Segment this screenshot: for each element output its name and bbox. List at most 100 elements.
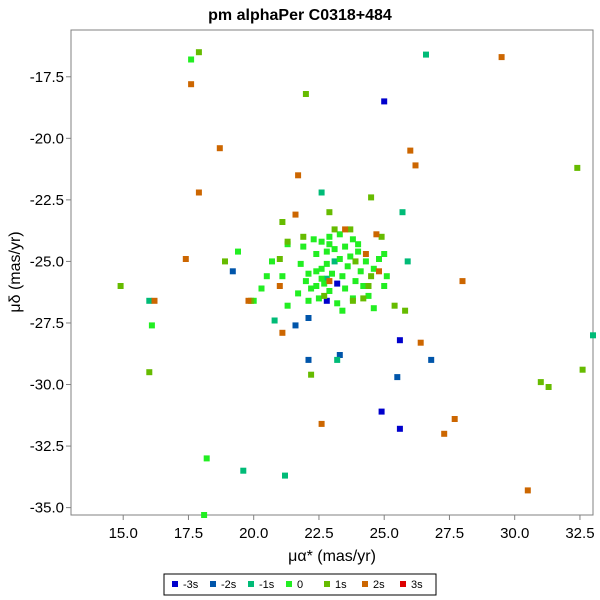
data-point [334, 280, 341, 287]
data-point [537, 379, 544, 386]
data-point [378, 408, 385, 415]
data-point [279, 329, 286, 336]
x-tick-label: 27.5 [435, 525, 464, 542]
y-axis: -17.5 -20.0 -22.5 -25.0 -27.5 -30.0 -32.5 -35.0 [30, 69, 71, 517]
data-point [323, 297, 330, 304]
data-point [391, 302, 398, 309]
data-point [195, 49, 202, 56]
data-point [428, 356, 435, 363]
data-point [321, 280, 328, 287]
data-point [188, 56, 195, 63]
x-tick-label: 15.0 [109, 525, 138, 542]
data-point [295, 290, 302, 297]
legend-label: 2s [373, 579, 385, 591]
data-point [498, 54, 505, 61]
data-point [300, 243, 307, 250]
data-point [396, 337, 403, 344]
data-point [279, 219, 286, 225]
data-point [269, 258, 275, 265]
data-point [579, 366, 586, 373]
data-point [323, 248, 330, 255]
data-point [297, 260, 304, 267]
data-point [423, 51, 429, 58]
y-tick-label: -35.0 [30, 500, 64, 517]
data-point [313, 268, 320, 275]
data-point [292, 322, 299, 329]
data-point [368, 194, 375, 201]
data-point [441, 430, 448, 437]
y-tick-label: -27.5 [30, 315, 64, 332]
data-point [334, 300, 341, 307]
legend-marker [400, 581, 406, 587]
data-point [188, 81, 195, 88]
x-tick-label: 20.0 [239, 525, 268, 542]
data-point [302, 278, 309, 285]
data-point [326, 233, 333, 240]
data-point [368, 273, 375, 280]
legend-box [163, 573, 437, 596]
data-point [300, 233, 307, 240]
data-point [362, 251, 369, 257]
data-point [195, 189, 202, 196]
data-point [313, 251, 320, 257]
data-point [376, 268, 382, 275]
data-point [451, 416, 458, 422]
data-point [146, 369, 153, 376]
data-point [318, 238, 325, 245]
data-point [148, 322, 155, 329]
data-point [331, 258, 338, 265]
data-point [321, 292, 328, 299]
data-point [284, 238, 291, 245]
data-point [151, 297, 158, 304]
data-point [360, 283, 367, 289]
data-point [263, 273, 270, 280]
data-point [305, 356, 312, 363]
data-point [310, 236, 317, 243]
data-point [342, 226, 349, 233]
legend-label: 0 [297, 579, 303, 591]
legend-label: -3s [183, 579, 199, 591]
data-point [326, 241, 333, 248]
legend: -3s -2s -1s 0 1s 2s 3s [163, 573, 437, 596]
data-point [381, 98, 388, 105]
data-point [305, 297, 312, 304]
data-point [376, 256, 382, 262]
y-axis-label: μδ (mas/yr) [7, 231, 24, 312]
x-axis-label: μα* (mas/yr) [288, 548, 376, 565]
data-point [331, 246, 338, 253]
data-point [349, 236, 356, 243]
data-point [373, 231, 380, 238]
data-point [182, 256, 189, 262]
data-point [331, 226, 338, 233]
data-point [305, 270, 312, 277]
data-point [318, 265, 325, 272]
data-point [315, 295, 322, 302]
data-point [342, 243, 349, 250]
x-tick-label: 32.5 [565, 525, 594, 542]
data-point [574, 164, 581, 171]
data-point [349, 297, 356, 304]
legend-marker [248, 581, 254, 587]
data-point [318, 189, 325, 196]
data-points [117, 49, 596, 518]
data-point [201, 512, 208, 518]
y-tick-label: -22.5 [30, 192, 64, 209]
data-point [383, 273, 390, 280]
data-point [357, 268, 364, 275]
data-point [318, 420, 325, 427]
data-point [222, 258, 228, 265]
data-point [399, 209, 406, 216]
data-point [292, 211, 299, 218]
data-point [524, 487, 531, 494]
data-point [313, 283, 320, 289]
data-point [329, 270, 335, 277]
data-point [336, 231, 343, 238]
legend-label: -1s [259, 579, 275, 591]
data-point [279, 273, 286, 280]
data-point [417, 339, 424, 346]
data-point [381, 251, 388, 257]
data-point [360, 295, 367, 302]
legend-marker [362, 581, 368, 587]
data-point [305, 315, 312, 321]
data-point [308, 285, 315, 292]
